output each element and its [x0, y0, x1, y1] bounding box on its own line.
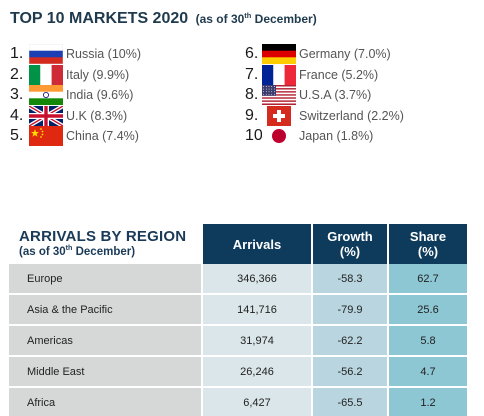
france-flag-icon [262, 64, 296, 85]
arrivals-cell: 31,974 [203, 326, 311, 355]
table-row: Americas 31,974 -62.2 5.8 [9, 326, 467, 355]
table-row: Asia & the Pacific 141,716 -79.9 25.6 [9, 295, 467, 324]
region-cell: Americas [9, 326, 201, 355]
market-item: 4. U.K (8.3%) [10, 105, 240, 127]
market-label: Japan (1.8%) [299, 129, 374, 144]
china-flag-icon [29, 126, 63, 147]
market-label: U.K (8.3%) [66, 108, 128, 123]
market-rank: 4. [10, 106, 24, 124]
region-title: ARRIVALS BY REGION [19, 228, 187, 245]
table-row: Middle East 26,246 -56.2 4.7 [9, 357, 467, 386]
title-main: TOP 10 MARKETS 2020 [10, 10, 189, 27]
market-item: 6. Germany (7.0%) [245, 44, 475, 65]
markets-list-left: 1. Russia (10%) 2. Italy (9.9%) 3. India (9.6… [10, 44, 240, 147]
page-title: TOP 10 MARKETS 2020 (as of 30th December… [10, 10, 317, 28]
region-cell: Africa [9, 388, 201, 416]
market-rank: 9. [245, 106, 259, 124]
share-cell: 1.2 [389, 388, 467, 416]
growth-cell: -58.3 [313, 264, 387, 293]
market-rank: 5. [10, 127, 24, 145]
region-table-body: Europe 346,366 -58.3 62.7 Asia & the Pacific… [9, 264, 467, 416]
market-label: China (7.4%) [66, 129, 139, 144]
market-label: Russia (10%) [66, 47, 142, 62]
market-rank: 2. [10, 65, 24, 83]
region-heading: ARRIVALS BY REGION (as of 30th December) [19, 228, 186, 258]
market-label: Germany (7.0%) [299, 47, 391, 62]
column-header-arrivals: Arrivals [203, 224, 311, 264]
arrivals-cell: 141,716 [203, 295, 311, 324]
region-cell: Middle East [9, 357, 201, 386]
growth-cell: -62.2 [313, 326, 387, 355]
arrivals-cell: 6,427 [203, 388, 311, 416]
arrivals-cell: 346,366 [203, 264, 311, 293]
market-label: U.S.A (3.7%) [299, 88, 372, 103]
market-item: 2. Italy (9.9%) [10, 64, 240, 86]
market-label: France (5.2%) [299, 67, 379, 82]
italy-flag-icon [29, 64, 63, 85]
markets-list-right: 6. Germany (7.0%) 7. France (5.2%) 8. U.S.A (… [245, 44, 475, 147]
region-subtitle: (as of 30th December) [19, 244, 136, 258]
market-rank: 10. [245, 127, 268, 145]
share-cell: 4.7 [389, 357, 467, 386]
india-flag-icon [29, 85, 63, 106]
region-cell: Europe [9, 264, 201, 293]
market-label: India (9.6%) [66, 88, 134, 103]
share-cell: 25.6 [389, 295, 467, 324]
market-rank: 8. [245, 86, 259, 104]
arrivals-cell: 26,246 [203, 357, 311, 386]
column-header-growth: Growth (%) [313, 224, 387, 264]
market-item: 8. U.S.A (3.7%) [245, 85, 475, 106]
market-label: Switzerland (2.2%) [299, 108, 404, 123]
japan-flag-icon [262, 126, 296, 147]
market-item: 5. China (7.4%) [10, 126, 240, 147]
market-item: 3. India (9.6%) [10, 85, 240, 106]
market-item: 1. Russia (10%) [10, 44, 240, 65]
market-item: 10. Japan (1.8%) [245, 126, 475, 147]
usa-flag-icon [262, 85, 296, 106]
region-cell: Asia & the Pacific [9, 295, 201, 324]
switzerland-flag-icon [262, 105, 296, 126]
title-date: (as of 30th December) [195, 11, 317, 26]
germany-flag-icon [262, 44, 296, 65]
market-item: 9. Switzerland (2.2%) [245, 105, 475, 127]
growth-cell: -65.5 [313, 388, 387, 416]
market-rank: 7. [245, 65, 259, 83]
russia-flag-icon [29, 44, 63, 65]
uk-flag-icon [29, 105, 63, 126]
table-row: Africa 6,427 -65.5 1.2 [9, 388, 467, 416]
table-row: Europe 346,366 -58.3 62.7 [9, 264, 467, 293]
market-item: 7. France (5.2%) [245, 64, 475, 86]
share-cell: 62.7 [389, 264, 467, 293]
growth-cell: -79.9 [313, 295, 387, 324]
market-rank: 1. [10, 45, 24, 63]
growth-cell: -56.2 [313, 357, 387, 386]
share-cell: 5.8 [389, 326, 467, 355]
market-rank: 6. [245, 45, 259, 63]
market-rank: 3. [10, 86, 24, 104]
column-header-share: Share (%) [389, 224, 467, 264]
market-label: Italy (9.9%) [66, 67, 130, 82]
